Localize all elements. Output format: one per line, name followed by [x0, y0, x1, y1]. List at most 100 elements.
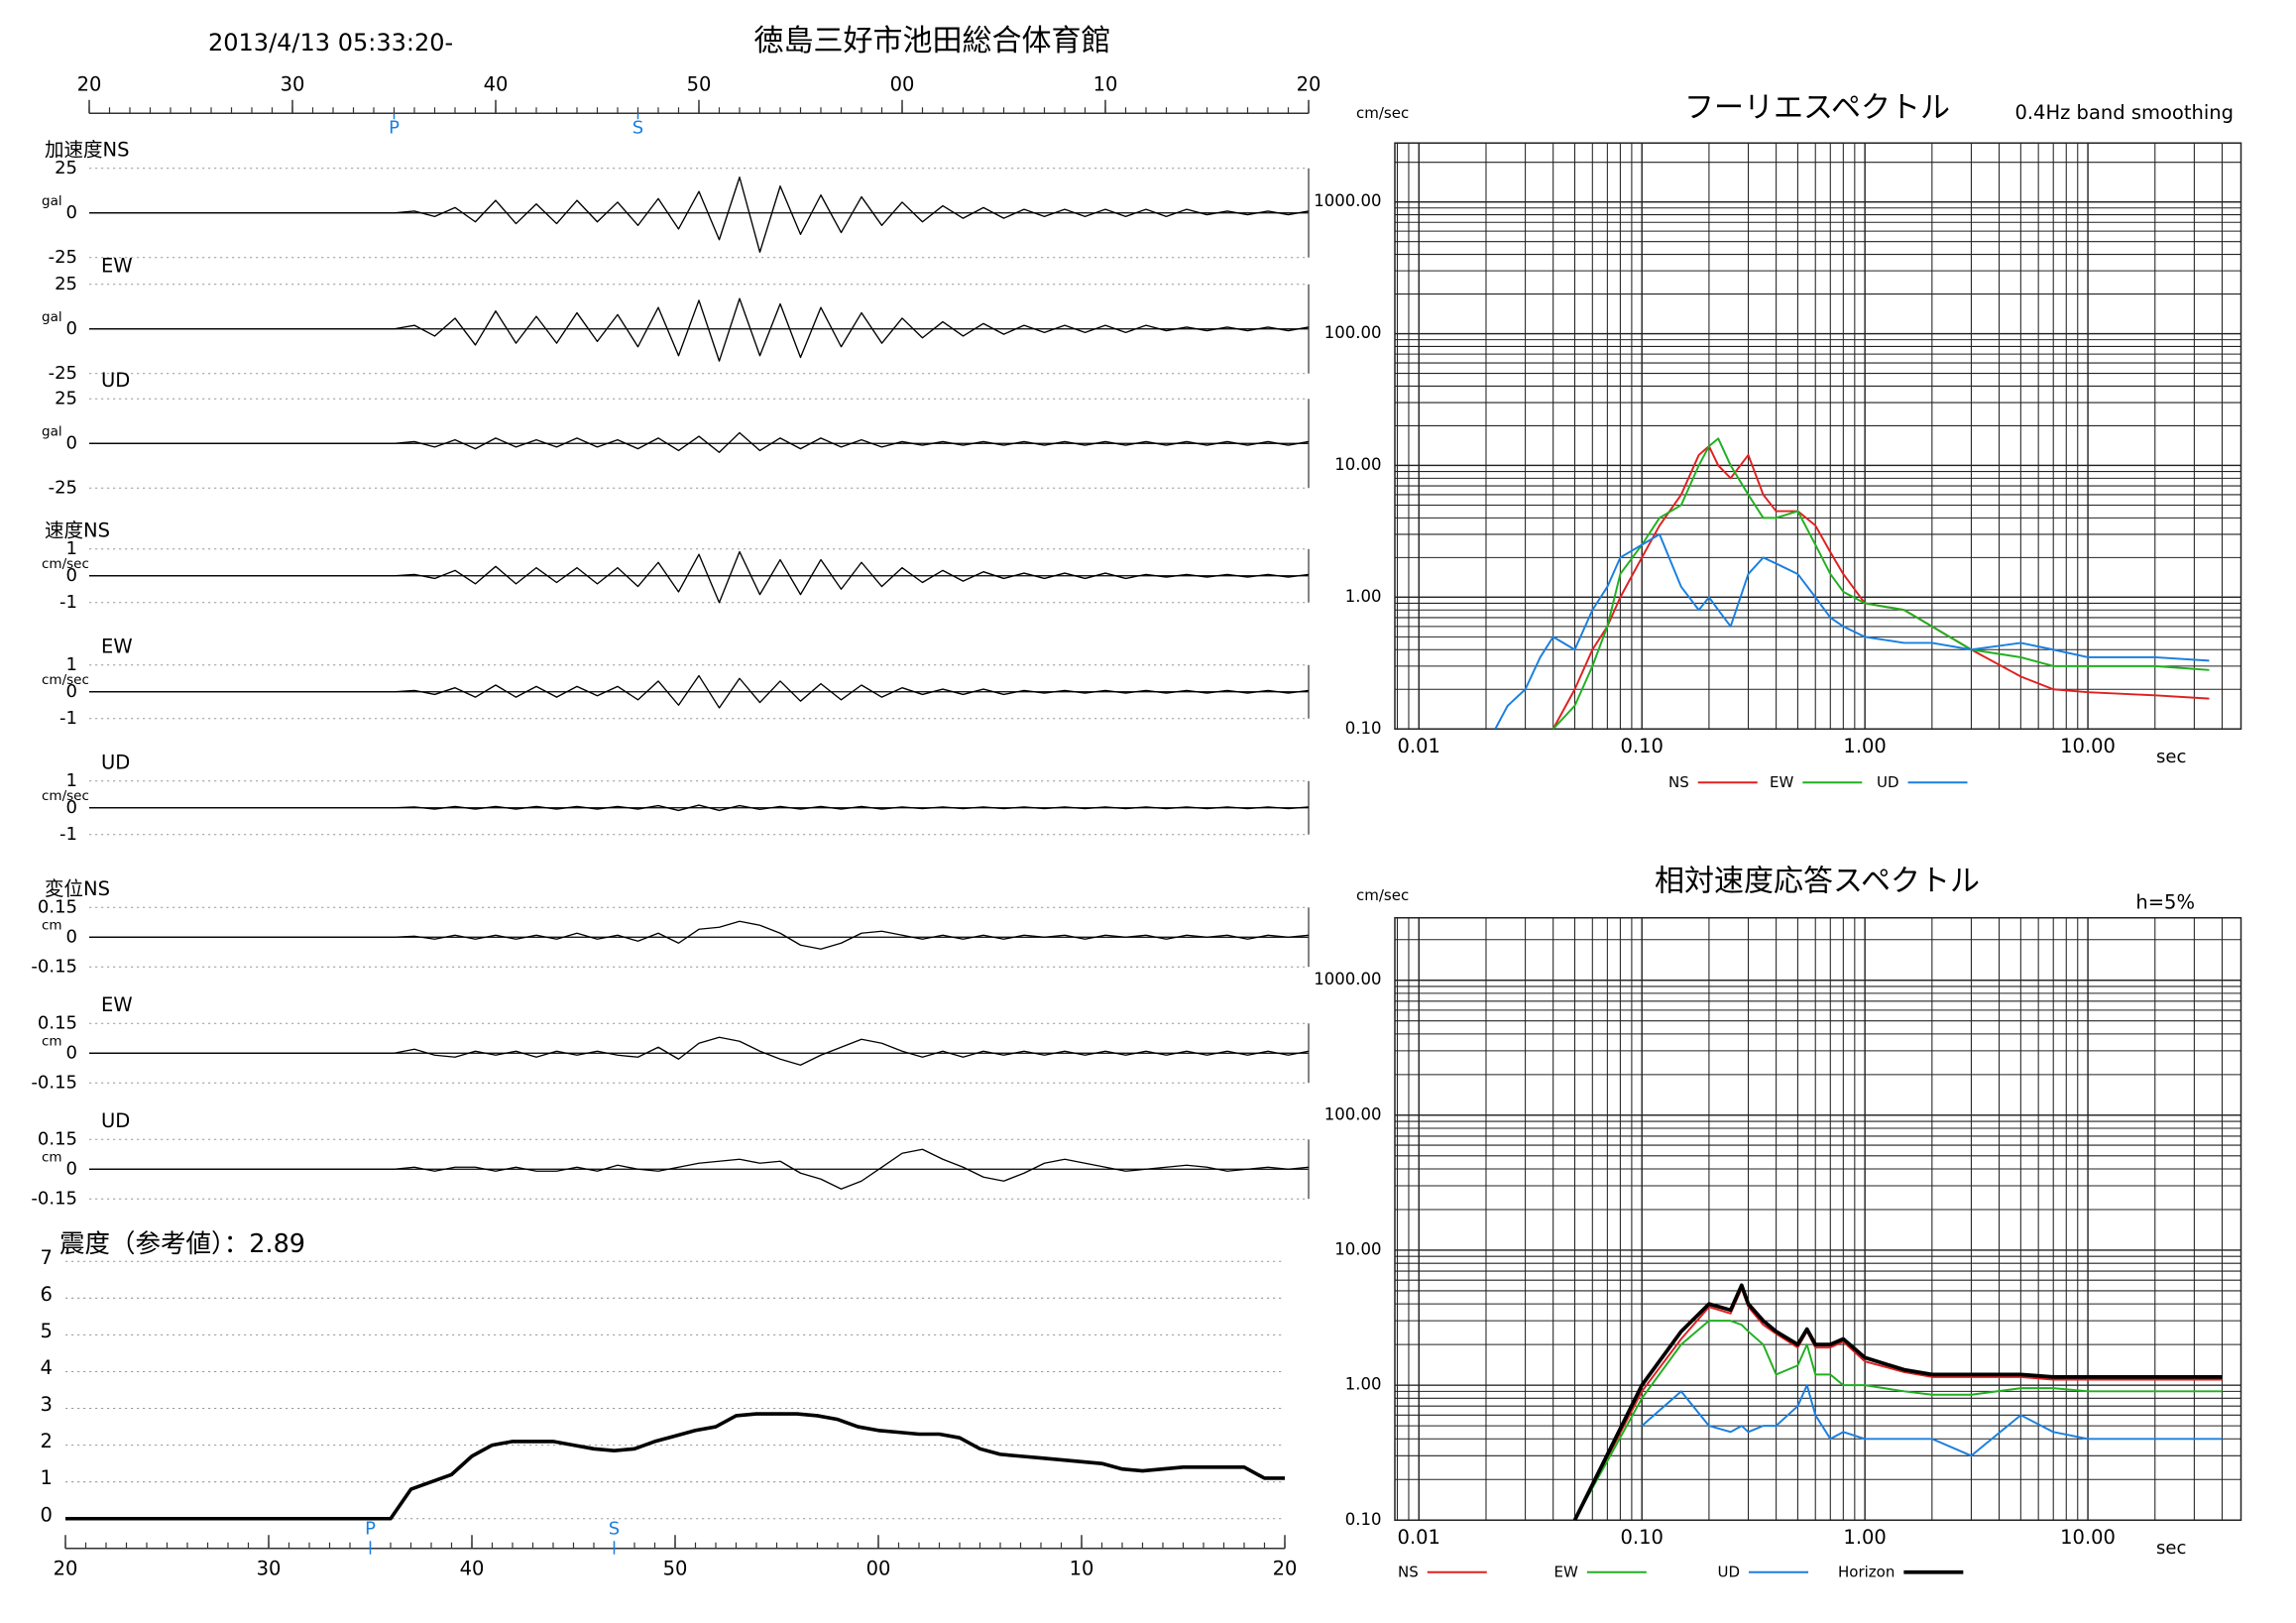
y-tick-label: 10.00 [1334, 1239, 1381, 1258]
waveform [89, 674, 1310, 709]
y-tick-label: -25 [49, 363, 77, 384]
y-tick-label: 0.10 [1345, 1510, 1382, 1529]
x-tick-label: 20 [77, 72, 102, 95]
unit-label: cm [42, 1033, 62, 1049]
y-tick-label: 1.00 [1345, 1375, 1382, 1394]
waveform [89, 1036, 1310, 1066]
x-tick-label: 0.01 [1398, 735, 1440, 757]
legend-label: EW [1770, 773, 1793, 791]
y-tick-label: -25 [49, 247, 77, 268]
y-tick-label: -1 [59, 824, 77, 845]
unit-label: gal [42, 423, 62, 439]
panel-label: UD [101, 1109, 130, 1132]
y-tick-label: 0 [66, 681, 77, 702]
y-tick-label: 0.15 [38, 896, 77, 917]
chart-title: 震度（参考値）：2.89 [59, 1229, 305, 1259]
chart-title: 相対速度応答スペクトル [1655, 864, 1980, 898]
waveform [89, 920, 1310, 950]
panel-label: 速度NS [45, 519, 110, 541]
y-tick-label: 1 [66, 770, 77, 791]
unit-label: gal [42, 193, 62, 209]
y-tick-label: 1000.00 [1314, 191, 1381, 210]
y-tick-label: 100.00 [1324, 323, 1382, 342]
x-tick-label: 00 [866, 1557, 891, 1579]
unit-label: cm [42, 1149, 62, 1165]
x-tick-label: 20 [1297, 72, 1321, 95]
y-tick-label: 1 [41, 1466, 53, 1489]
y-axis-label: cm/sec [1356, 104, 1409, 122]
y-tick-label: 25 [55, 388, 77, 408]
x-tick-label: 0.10 [1620, 735, 1663, 757]
legend-label: UD [1877, 773, 1899, 791]
x-tick-label: 1.00 [1843, 1526, 1886, 1549]
y-tick-label: 1 [66, 538, 77, 559]
x-tick-label: 50 [687, 72, 712, 95]
panel-label: UD [101, 369, 130, 392]
spectrum-line [1641, 1384, 2223, 1457]
legend-label: EW [1554, 1563, 1578, 1580]
x-tick-label: 40 [460, 1557, 485, 1579]
y-tick-label: 100.00 [1324, 1104, 1382, 1123]
x-tick-label: 50 [663, 1557, 688, 1579]
panel-label: EW [101, 993, 133, 1016]
panel-label: 加速度NS [45, 138, 129, 161]
y-tick-label: 2 [41, 1430, 53, 1452]
y-tick-label: 0 [66, 1158, 77, 1179]
y-tick-label: 0 [66, 202, 77, 223]
phase-label: P [389, 117, 400, 138]
y-tick-label: -25 [49, 477, 77, 498]
panel-label: UD [101, 751, 130, 773]
y-tick-label: 6 [41, 1283, 53, 1306]
y-tick-label: 10.00 [1334, 455, 1381, 474]
legend-label: Horizon [1838, 1563, 1894, 1580]
intensity-line [65, 1412, 1285, 1521]
annotation: h=5% [2135, 890, 2195, 913]
y-tick-label: -0.15 [31, 1188, 77, 1209]
record-datetime: 2013/4/13 05:33:20- [208, 29, 453, 57]
y-tick-label: -0.15 [31, 1072, 77, 1093]
x-tick-label: 00 [890, 72, 915, 95]
panel-label: EW [101, 254, 133, 277]
x-axis-label: sec [2156, 1538, 2186, 1559]
spectrum-line [1573, 1287, 2223, 1521]
unit-label: cm/sec [42, 556, 89, 572]
x-tick-label: 1.00 [1843, 735, 1886, 757]
y-tick-label: 25 [55, 158, 77, 178]
y-tick-label: 0 [66, 565, 77, 586]
phase-label: P [365, 1518, 376, 1539]
x-tick-label: 0.01 [1398, 1526, 1440, 1549]
x-tick-label: 20 [1273, 1557, 1298, 1579]
y-tick-label: 25 [55, 274, 77, 294]
phase-label: S [632, 117, 643, 138]
chart-title: フーリエスペクトル [1684, 90, 1950, 125]
x-tick-label: 30 [257, 1557, 282, 1579]
x-axis-label: sec [2156, 747, 2186, 767]
legend-label: NS [1398, 1563, 1419, 1580]
waveform [89, 1148, 1310, 1190]
y-tick-label: 7 [41, 1246, 53, 1269]
spectrum-line [1573, 1320, 2223, 1521]
waveform [89, 176, 1310, 254]
panel-label: EW [101, 635, 133, 657]
unit-label: cm [42, 917, 62, 933]
x-tick-label: 0.10 [1620, 1526, 1663, 1549]
y-tick-label: -1 [59, 592, 77, 613]
y-tick-label: 0 [66, 926, 77, 947]
waveform [89, 550, 1310, 604]
y-tick-label: 5 [41, 1320, 53, 1342]
y-tick-label: 1 [66, 654, 77, 675]
y-tick-label: 0.15 [38, 1128, 77, 1149]
y-tick-label: 3 [41, 1393, 53, 1416]
y-axis-label: cm/sec [1356, 886, 1409, 904]
legend-label: UD [1718, 1563, 1741, 1580]
unit-label: gal [42, 309, 62, 325]
panel-label: 変位NS [45, 877, 110, 900]
x-tick-label: 10 [1070, 1557, 1094, 1579]
y-tick-label: 0 [66, 432, 77, 453]
x-tick-label: 30 [281, 72, 305, 95]
y-tick-label: 4 [41, 1356, 53, 1379]
unit-label: cm/sec [42, 788, 89, 804]
